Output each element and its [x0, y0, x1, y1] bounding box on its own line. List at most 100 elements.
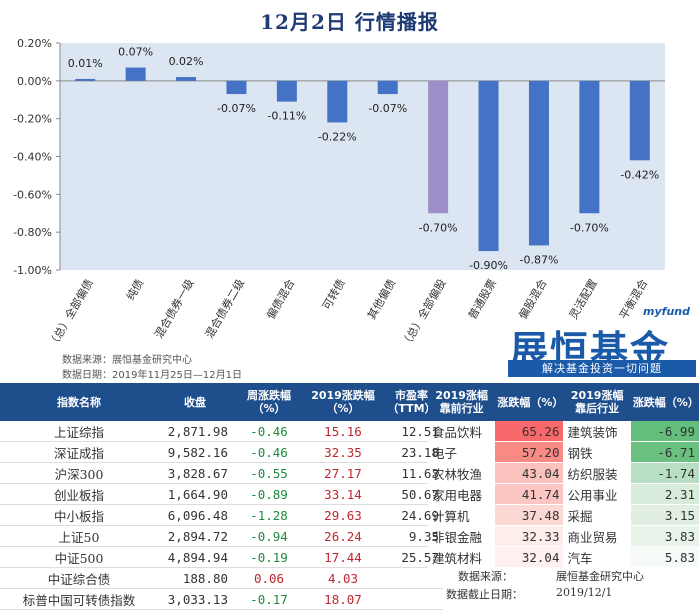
ytd-change-cell: 33.14 [306, 483, 380, 505]
col-header-top-industry: 2019涨幅靠前行业 [428, 383, 496, 421]
top-change-cell: 32.33 [495, 525, 564, 547]
bottom-industry-cell: 纺织服装 [563, 462, 631, 484]
col-header-top-change: 涨跌幅（%） [495, 383, 564, 421]
bar [478, 80, 499, 252]
top-change-cell: 41.74 [495, 483, 564, 505]
top-industry-cell: 非银金融 [428, 525, 496, 547]
bottom-industry-cell: 建筑装饰 [563, 421, 631, 442]
footer-date-label: 数据截止日期： [446, 588, 523, 601]
bar [226, 80, 247, 95]
close-cell: 1,664.90 [158, 483, 232, 505]
week-change-cell: -0.46 [232, 421, 306, 442]
bottom-change-cell: -6.99 [630, 421, 699, 442]
bottom-change-cell: 2.31 [630, 483, 699, 505]
week-change-cell: -0.89 [232, 483, 306, 505]
ytd-change-cell: 18.07 [306, 588, 380, 610]
bar [528, 80, 549, 246]
ytd-change-cell: 32.35 [306, 441, 380, 463]
week-change-cell: -0.94 [232, 525, 306, 547]
index-name-cell: 深证成指 [0, 441, 158, 463]
data-label: -0.70% [419, 221, 458, 234]
data-label: -0.07% [368, 102, 407, 115]
close-cell: 3,828.67 [158, 462, 232, 484]
y-tick-label: -0.80% [13, 226, 52, 239]
bottom-change-cell: 3.15 [630, 504, 699, 526]
top-industry-cell: 食品饮料 [428, 421, 496, 442]
y-tick-label: -0.60% [13, 188, 52, 201]
ytd-change-cell: 27.17 [306, 462, 380, 484]
data-label: -0.42% [620, 168, 659, 181]
col-header-bottom-industry: 2019涨幅靠后行业 [563, 383, 631, 421]
top-industry-cell: 建筑材料 [428, 546, 496, 568]
table-row: 非银金融 32.33 商业贸易 3.83 [428, 525, 699, 547]
ytd-change-cell: 15.16 [306, 421, 380, 442]
table-row: 深证成指 9,582.16 -0.46 32.35 23.18 [0, 441, 443, 463]
col-header-name: 指数名称 [0, 383, 158, 421]
top-change-cell: 37.48 [495, 504, 564, 526]
pe-cell: 25.57 [380, 546, 443, 568]
page-title: 12月2日 行情播报 [260, 10, 439, 34]
index-name-cell: 上证综指 [0, 421, 158, 442]
index-name-cell: 标普中国可转债指数 [0, 588, 158, 610]
source-line: 数据来源：展恒基金研究中心 [62, 355, 192, 366]
close-cell: 4,894.94 [158, 546, 232, 568]
bar [629, 80, 650, 161]
top-industry-cell: 计算机 [428, 504, 496, 526]
bottom-industry-cell: 钢铁 [563, 441, 631, 463]
pe-cell [380, 588, 443, 610]
col-header-close: 收盘 [158, 383, 232, 421]
week-change-cell: -1.28 [232, 504, 306, 526]
footer-date-value: 2019/12/1 [556, 586, 613, 599]
bar [125, 67, 146, 81]
index-table: 指数名称 收盘 周涨跌幅（%） 2019涨跌幅（%） 市盈率（TTM） 上证综指… [0, 383, 443, 610]
bar [377, 80, 398, 95]
bar [75, 78, 96, 81]
week-change-cell: 0.06 [232, 567, 306, 589]
footer-source-label: 数据来源： [458, 570, 513, 583]
table-row: 创业板指 1,664.90 -0.89 33.14 50.67 [0, 483, 443, 505]
x-tick-label: 纯债 [123, 277, 146, 303]
industry-table: 2019涨幅靠前行业 涨跌幅（%） 2019涨幅靠后行业 涨跌幅（%） 食品饮料… [428, 383, 699, 568]
data-label: -0.87% [519, 253, 558, 266]
bottom-change-cell: 3.83 [630, 525, 699, 547]
col-header-ytd: 2019涨跌幅（%） [306, 383, 380, 421]
bottom-industry-cell: 商业贸易 [563, 525, 631, 547]
index-name-cell: 创业板指 [0, 483, 158, 505]
ytd-change-cell: 29.63 [306, 504, 380, 526]
index-name-cell: 中小板指 [0, 504, 158, 526]
table-row: 计算机 37.48 采掘 3.15 [428, 504, 699, 526]
close-cell: 2,894.72 [158, 525, 232, 547]
bar [327, 80, 348, 123]
data-label: -0.90% [469, 259, 508, 272]
y-tick-label: -1.00% [13, 264, 52, 277]
logo-slogan: 解决基金投资一切问题 [508, 360, 696, 377]
week-change-cell: -0.55 [232, 462, 306, 484]
x-tick-label: （总）全部偏债 [45, 277, 96, 351]
index-name-cell: 上证50 [0, 525, 158, 547]
table-row: 中证500 4,894.94 -0.19 17.44 25.57 [0, 546, 443, 568]
bottom-change-cell: -6.71 [630, 441, 699, 463]
bottom-industry-cell: 公用事业 [563, 483, 631, 505]
week-change-cell: -0.17 [232, 588, 306, 610]
data-label: 0.07% [118, 46, 153, 59]
table-row: 标普中国可转债指数 3,033.13 -0.17 18.07 [0, 588, 443, 610]
top-change-cell: 32.04 [495, 546, 564, 568]
data-label: -0.70% [570, 221, 609, 234]
index-name-cell: 中证500 [0, 546, 158, 568]
x-tick-label: 普通股票 [465, 276, 499, 321]
bar [579, 80, 600, 214]
ytd-change-cell: 4.03 [306, 567, 380, 589]
table-row: 食品饮料 65.26 建筑装饰 -6.99 [428, 421, 699, 442]
data-label: 0.01% [68, 57, 103, 70]
bar [428, 80, 449, 214]
bottom-industry-cell: 汽车 [563, 546, 631, 568]
plot-area [60, 43, 665, 270]
close-cell: 3,033.13 [158, 588, 232, 610]
close-cell: 2,871.98 [158, 421, 232, 442]
top-industry-cell: 农林牧渔 [428, 462, 496, 484]
top-industry-cell: 电子 [428, 441, 496, 463]
top-change-cell: 57.20 [495, 441, 564, 463]
close-cell: 188.80 [158, 567, 232, 589]
x-tick-label: 其他偏债 [364, 277, 398, 322]
logo: myfund 展恒基金 解决基金投资一切问题 [508, 305, 696, 377]
